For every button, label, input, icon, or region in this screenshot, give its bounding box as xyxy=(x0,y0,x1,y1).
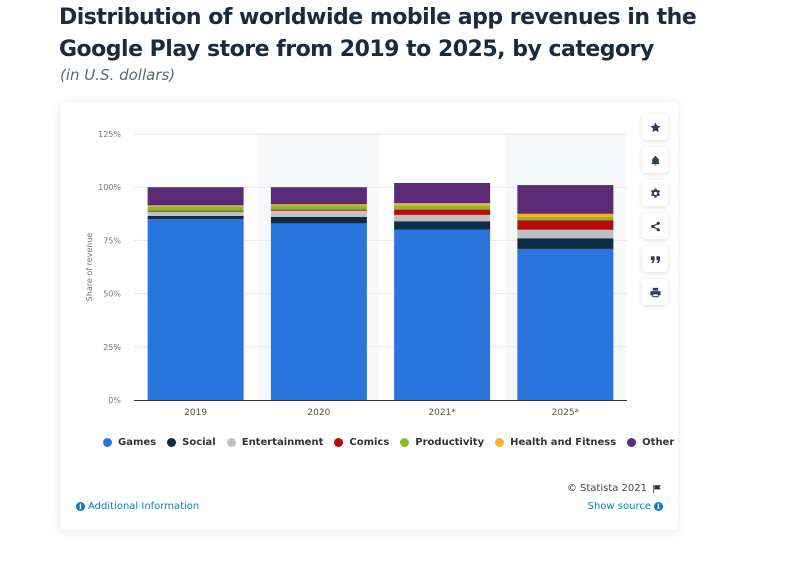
print-icon xyxy=(649,287,661,297)
legend-swatch xyxy=(627,438,637,447)
legend-swatch xyxy=(334,438,344,447)
quote-icon xyxy=(650,255,660,263)
bar-segment-comics xyxy=(394,209,491,215)
additional-information-link[interactable]: i Additional Information xyxy=(76,501,199,512)
bar-segment-games xyxy=(517,248,614,400)
info-icon: i xyxy=(654,502,663,511)
show-source-label: Show source xyxy=(587,501,651,512)
y-tick-label: 50% xyxy=(103,290,121,299)
bell-icon xyxy=(650,155,660,166)
chart-legend: Games Social Entertainment Comics Productivi… xyxy=(103,437,685,448)
bar-segment-other xyxy=(270,187,367,205)
legend-swatch xyxy=(167,438,177,447)
legend-swatch xyxy=(103,438,112,447)
legend-label: Games xyxy=(118,437,157,448)
gear-icon xyxy=(650,187,660,198)
y-tick-label: 125% xyxy=(98,130,121,139)
legend-item[interactable]: Health and Fitness xyxy=(495,437,616,448)
y-tick-label: 100% xyxy=(98,183,121,192)
bar-segment-games xyxy=(147,219,244,400)
y-tick-label: 25% xyxy=(103,343,121,352)
legend-item[interactable]: Entertainment xyxy=(226,437,324,448)
bar-segment-social xyxy=(517,238,614,249)
bar-segment-productivity xyxy=(517,216,614,221)
bar-segment-other xyxy=(517,185,614,214)
legend-label: Health and Fitness xyxy=(510,437,617,448)
bar-segment-productivity xyxy=(394,205,491,210)
legend-label: Social xyxy=(182,437,216,448)
legend-label: Comics xyxy=(349,437,390,448)
legend-label: Productivity xyxy=(415,437,485,448)
settings-button[interactable] xyxy=(642,180,668,206)
legend-swatch xyxy=(400,438,410,447)
bar-segment-entertainment xyxy=(147,211,244,216)
bar-segment-social xyxy=(394,221,491,230)
x-tick-label: 2021* xyxy=(428,408,456,418)
print-button[interactable] xyxy=(642,279,668,305)
share-button[interactable] xyxy=(642,213,668,239)
bar-segment-comics xyxy=(517,220,614,230)
bar-segment-entertainment xyxy=(394,214,491,222)
y-tick-label: 75% xyxy=(103,236,121,245)
chart-title: Distribution of worldwide mobile app rev… xyxy=(59,5,697,62)
bar-segment-other xyxy=(147,187,244,206)
legend-label: Entertainment xyxy=(241,437,324,448)
info-icon: i xyxy=(76,502,85,511)
bar-segment-comics xyxy=(270,209,367,211)
bar-segment-comics xyxy=(147,210,244,212)
share-icon xyxy=(650,221,660,231)
additional-information-label: Additional Information xyxy=(88,501,200,512)
bar-segment-other xyxy=(394,182,491,204)
bar-segment-health-and-fitness xyxy=(394,203,491,206)
legend-swatch xyxy=(495,438,505,447)
favorite-button[interactable] xyxy=(642,114,668,140)
bar-segment-entertainment xyxy=(517,229,614,239)
legend-item[interactable]: Social xyxy=(167,437,216,448)
show-source-link[interactable]: Show source i xyxy=(588,501,663,512)
legend-item[interactable]: Other xyxy=(627,437,674,448)
x-tick-label: 2019 xyxy=(184,408,207,418)
bar-segment-health-and-fitness xyxy=(270,204,367,206)
legend-item[interactable]: Comics xyxy=(334,437,389,448)
legend-label: Other xyxy=(642,437,675,448)
x-tick-label: 2020 xyxy=(307,408,330,418)
y-tick-label: 0% xyxy=(108,396,121,405)
bar-segment-productivity xyxy=(270,205,367,210)
bar-segment-social xyxy=(147,215,244,220)
star-icon xyxy=(649,121,661,132)
bar-segment-games xyxy=(394,229,491,400)
chart-subtitle: (in U.S. dollars) xyxy=(60,66,176,84)
bar-segment-health-and-fitness xyxy=(517,213,614,217)
notification-button[interactable] xyxy=(642,147,668,173)
copyright-text: © Statista 2021 xyxy=(566,483,647,494)
copyright: © Statista 2021 xyxy=(567,483,662,494)
cite-button[interactable] xyxy=(642,246,668,272)
x-tick-label: 2025* xyxy=(552,408,580,418)
bar-segment-social xyxy=(270,216,367,224)
bar-segment-games xyxy=(270,223,367,400)
bar-segment-entertainment xyxy=(270,210,367,217)
y-axis-label: Share of revenue xyxy=(85,233,94,302)
flag-icon xyxy=(653,484,661,493)
legend-swatch xyxy=(226,438,236,447)
bar-segment-productivity xyxy=(147,206,244,211)
legend-item[interactable]: Productivity xyxy=(400,437,484,448)
bar-segment-health-and-fitness xyxy=(147,205,244,207)
legend-item[interactable]: Games xyxy=(103,437,156,448)
